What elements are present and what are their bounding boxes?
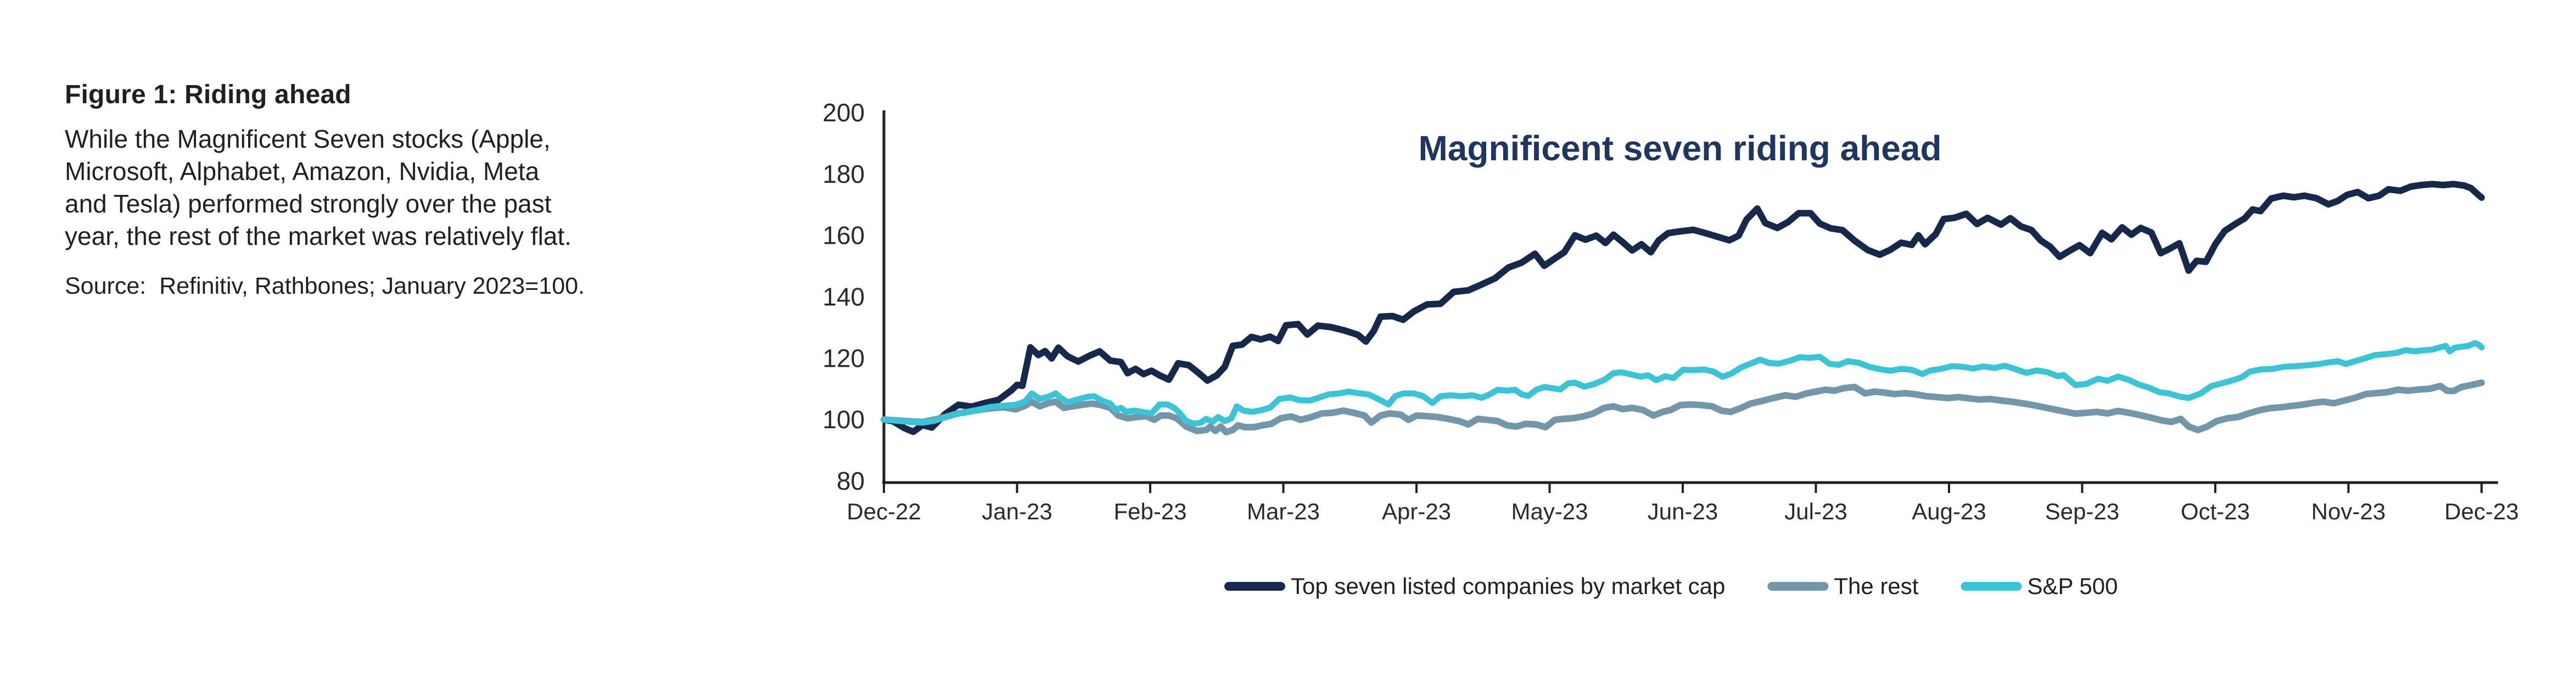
x-tick-label: May-23	[1511, 498, 1588, 524]
chart-area: Magnificent seven riding ahead 80 100 120 1…	[769, 0, 2576, 686]
x-tick-label: Jul-23	[1784, 498, 1847, 524]
legend-item: The rest	[1767, 573, 1919, 599]
figure-source: Source: Refinitiv, Rathbones; January 20…	[65, 273, 585, 299]
y-tick-label: 200	[822, 98, 865, 127]
legend-label: The rest	[1834, 573, 1918, 599]
x-tick-label: Dec-23	[2444, 498, 2518, 524]
x-tick-label: Jun-23	[1648, 498, 1718, 524]
x-axis-labels: Dec-22 Jan-23 Feb-23 Mar-23 Apr-23 May-23 Jun-…	[847, 498, 2518, 524]
y-tick-label: 80	[837, 467, 865, 495]
series-line	[881, 181, 2485, 435]
x-tick-label: Apr-23	[1382, 498, 1451, 524]
legend: Top seven listed companies by market cap…	[1224, 573, 2118, 599]
legend-item: S&P 500	[1961, 573, 2118, 599]
y-tick-label: 120	[822, 344, 865, 372]
figure-description-line: year, the rest of the market was relativ…	[65, 222, 572, 250]
series-lines	[881, 181, 2485, 436]
chart-title: Magnificent seven riding ahead	[1418, 128, 1941, 168]
figure-description-line: Microsoft, Alphabet, Amazon, Nvidia, Met…	[65, 157, 540, 186]
x-tick-label: Jan-23	[982, 498, 1052, 524]
legend-label: S&P 500	[2027, 573, 2118, 599]
figure-description: While the Magnificent Seven stocks (Appl…	[65, 123, 740, 253]
series-line	[881, 379, 2485, 436]
y-tick-label: 160	[822, 221, 865, 250]
x-tick-label: Mar-23	[1247, 498, 1320, 524]
y-tick-label: 140	[822, 282, 865, 311]
x-tick-label: Sep-23	[2045, 498, 2119, 524]
line-chart: Magnificent seven riding ahead 80 100 120 1…	[822, 98, 2518, 599]
figure-heading: Figure 1: Riding ahead	[65, 80, 351, 109]
x-tick-label: Aug-23	[1912, 498, 1986, 524]
y-tick-label: 100	[822, 405, 865, 434]
x-axis-ticks	[883, 483, 2483, 493]
series-line	[881, 340, 2485, 427]
x-tick-label: Feb-23	[1113, 498, 1186, 524]
legend-label: Top seven listed companies by market cap	[1291, 573, 1725, 599]
y-tick-label: 180	[822, 160, 865, 188]
legend-item: Top seven listed companies by market cap	[1224, 573, 1725, 599]
x-tick-label: Oct-23	[2181, 498, 2250, 524]
figure-caption: Figure 1: Riding ahead While the Magnifi…	[65, 81, 740, 300]
y-axis-labels: 80 100 120 140 160 180 200	[822, 98, 865, 495]
x-tick-label: Dec-22	[847, 498, 921, 524]
figure-description-line: While the Magnificent Seven stocks (Appl…	[65, 125, 551, 153]
figure-description-line: and Tesla) performed strongly over the p…	[65, 189, 552, 218]
x-tick-label: Nov-23	[2311, 498, 2385, 524]
